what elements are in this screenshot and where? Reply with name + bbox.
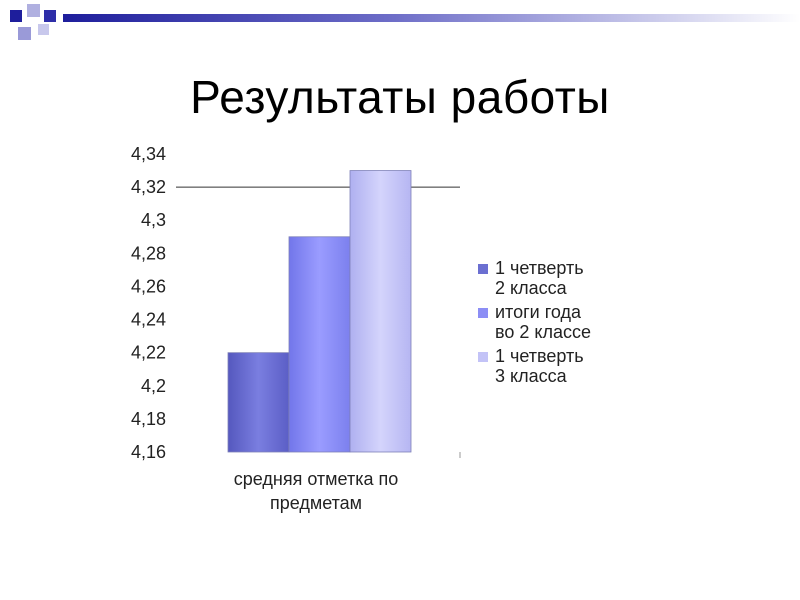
legend: 1 четверть 2 класса итоги года во 2 классе… [478, 258, 648, 390]
bar [227, 352, 290, 453]
y-tick-label: 4,22 [131, 343, 166, 363]
y-tick-label: 4,16 [131, 442, 166, 462]
category-label-line: предметам [270, 493, 362, 513]
legend-item: итоги года во 2 классе [478, 302, 648, 342]
bar [288, 236, 351, 453]
bar [349, 170, 412, 453]
legend-swatch [478, 352, 488, 362]
legend-item: 1 четверть 2 класса [478, 258, 648, 298]
decoration-square [44, 10, 56, 22]
y-tick-label: 4,3 [141, 210, 166, 230]
decoration-square [38, 24, 49, 35]
category-label-line: средняя отметка по [234, 469, 399, 489]
y-tick-label: 4,26 [131, 276, 166, 296]
decoration-square [27, 4, 40, 17]
slide-decoration [10, 4, 800, 40]
legend-item: 1 четверть 3 класса [478, 346, 648, 386]
legend-label: итоги года во 2 классе [495, 302, 591, 342]
decoration-band [63, 14, 800, 22]
y-tick-label: 4,18 [131, 409, 166, 429]
y-tick-label: 4,32 [131, 177, 166, 197]
legend-label: 1 четверть 3 класса [495, 346, 584, 386]
y-tick-label: 4,34 [131, 144, 166, 164]
y-tick-label: 4,28 [131, 243, 166, 263]
legend-label: 1 четверть 2 класса [495, 258, 584, 298]
decoration-square [18, 27, 31, 40]
slide-title: Результаты работы [190, 71, 610, 123]
y-tick-label: 4,2 [141, 376, 166, 396]
legend-swatch [478, 264, 488, 274]
decoration-square [10, 10, 22, 22]
y-tick-label: 4,24 [131, 310, 166, 330]
legend-swatch [478, 308, 488, 318]
